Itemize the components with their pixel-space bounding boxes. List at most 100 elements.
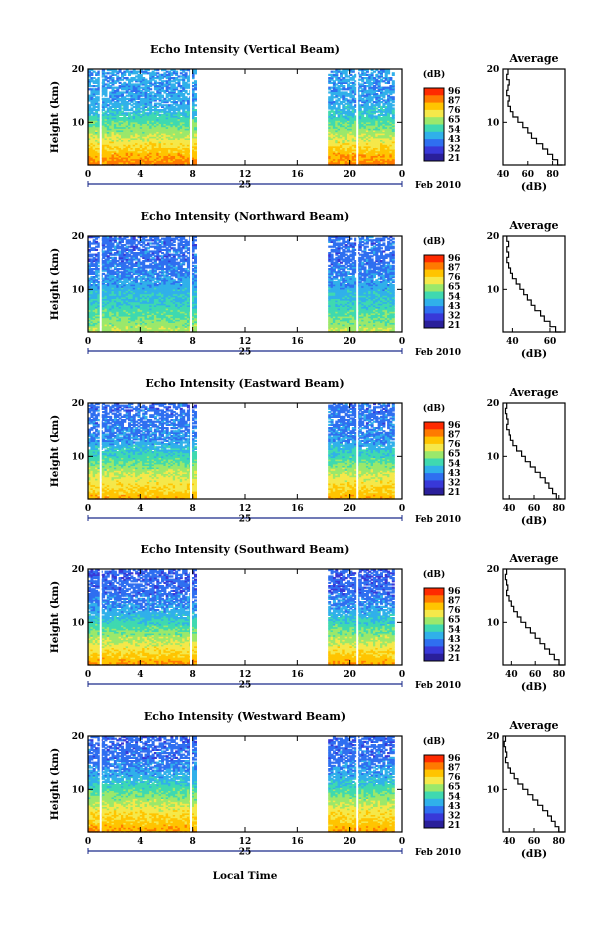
heatmap-cell bbox=[104, 145, 108, 148]
heatmap-cell bbox=[182, 75, 186, 78]
heatmap-cell bbox=[165, 120, 169, 123]
date-label: Feb 2010 bbox=[415, 181, 461, 191]
heatmap-cell bbox=[123, 77, 127, 80]
heatmap-cell bbox=[109, 155, 113, 158]
heatmap-cell bbox=[125, 149, 129, 152]
heatmap-cell bbox=[182, 133, 186, 136]
heatmap-cell bbox=[116, 77, 120, 80]
heatmap-cell bbox=[158, 131, 162, 134]
heatmap-cell bbox=[121, 139, 124, 142]
heatmap-cell bbox=[123, 121, 127, 124]
heatmap-cell bbox=[149, 115, 153, 118]
heatmap-cell bbox=[128, 121, 131, 124]
heatmap-cell bbox=[142, 161, 146, 164]
heatmap-cell bbox=[121, 152, 124, 155]
heatmap-cell bbox=[175, 142, 179, 145]
heatmap-cell bbox=[165, 80, 169, 83]
heatmap-cell bbox=[113, 107, 117, 110]
heatmap-cell bbox=[177, 144, 181, 147]
heatmap-cell bbox=[121, 110, 124, 113]
heatmap-cell bbox=[153, 137, 157, 140]
heatmap-cell bbox=[132, 129, 136, 132]
heatmap-cell bbox=[156, 144, 160, 147]
heatmap-cell bbox=[113, 105, 117, 108]
heatmap-cell bbox=[144, 153, 148, 156]
heatmap-cell bbox=[163, 133, 167, 136]
heatmap-cell bbox=[179, 91, 183, 94]
heatmap-cell bbox=[135, 160, 139, 163]
heatmap-cell bbox=[175, 78, 179, 81]
heatmap-cell bbox=[132, 96, 136, 99]
heatmap-cell bbox=[104, 104, 108, 107]
heatmap-cell bbox=[92, 131, 96, 134]
heatmap-cell bbox=[121, 88, 124, 91]
heatmap-cell bbox=[125, 102, 129, 105]
heatmap-cell bbox=[144, 128, 148, 131]
heatmap-cell bbox=[165, 149, 169, 152]
heatmap-cell bbox=[149, 155, 153, 158]
heatmap-cell bbox=[118, 117, 122, 120]
heatmap-cell bbox=[97, 77, 101, 80]
heatmap-cell bbox=[97, 131, 101, 134]
heatmap-cell bbox=[146, 94, 150, 97]
heatmap-cell bbox=[163, 131, 167, 134]
heatmap-cell bbox=[116, 141, 120, 144]
heatmap-cell bbox=[132, 142, 136, 145]
heatmap-cell bbox=[161, 145, 164, 148]
heatmap-cell bbox=[153, 107, 157, 110]
heatmap-cell bbox=[184, 152, 188, 155]
heatmap-cell bbox=[139, 142, 143, 145]
heatmap-cell bbox=[146, 96, 150, 99]
heatmap-cell bbox=[116, 123, 120, 126]
heatmap-cell bbox=[153, 86, 157, 89]
heatmap-cell bbox=[137, 153, 141, 156]
heatmap-cell bbox=[172, 158, 176, 161]
heatmap-cell bbox=[177, 126, 181, 129]
heatmap-cell bbox=[88, 120, 91, 123]
heatmap-cell bbox=[135, 157, 139, 160]
heatmap-cell bbox=[102, 125, 106, 128]
heatmap-cell bbox=[109, 158, 113, 161]
heatmap-cell bbox=[139, 139, 143, 142]
heatmap-cell bbox=[88, 113, 91, 116]
heatmap-cell bbox=[142, 102, 146, 105]
heatmap-cell bbox=[106, 113, 110, 116]
heatmap-cell bbox=[113, 158, 117, 161]
heatmap-cell bbox=[186, 155, 190, 158]
heatmap-cell bbox=[151, 152, 155, 155]
heatmap-cell bbox=[132, 158, 136, 161]
heatmap-cell bbox=[102, 147, 106, 150]
heatmap-cell bbox=[118, 152, 122, 155]
heatmap-cell bbox=[151, 147, 155, 150]
heatmap-cell bbox=[88, 133, 91, 136]
heatmap-cell bbox=[118, 113, 122, 116]
heatmap-cell bbox=[139, 110, 143, 113]
heatmap-cell bbox=[102, 155, 106, 158]
heatmap-cell bbox=[158, 142, 162, 145]
heatmap-cell bbox=[113, 86, 117, 89]
heatmap-cell bbox=[149, 117, 153, 120]
heatmap-cell bbox=[95, 150, 99, 153]
heatmap-cell bbox=[170, 88, 174, 91]
heatmap-cell bbox=[168, 136, 172, 139]
heatmap-cell bbox=[111, 89, 115, 92]
heatmap-cell bbox=[111, 115, 115, 118]
heatmap-cell bbox=[88, 80, 91, 83]
heatmap-cell bbox=[165, 150, 169, 153]
heatmap-cell bbox=[146, 147, 150, 150]
heatmap-cell bbox=[182, 99, 186, 102]
heatmap-cell bbox=[177, 105, 181, 108]
heatmap-cell bbox=[109, 72, 113, 75]
heatmap-cell bbox=[175, 150, 179, 153]
heatmap-cell bbox=[165, 81, 169, 84]
heatmap-cell bbox=[132, 153, 136, 156]
heatmap-cell bbox=[97, 118, 101, 121]
heatmap-cell bbox=[135, 91, 139, 94]
heatmap-cell bbox=[125, 88, 129, 91]
heatmap-cell bbox=[146, 139, 150, 142]
heatmap-cell bbox=[113, 128, 117, 131]
heatmap-cell bbox=[184, 136, 188, 139]
heatmap-cell bbox=[92, 158, 96, 161]
heatmap-cell bbox=[137, 134, 141, 137]
